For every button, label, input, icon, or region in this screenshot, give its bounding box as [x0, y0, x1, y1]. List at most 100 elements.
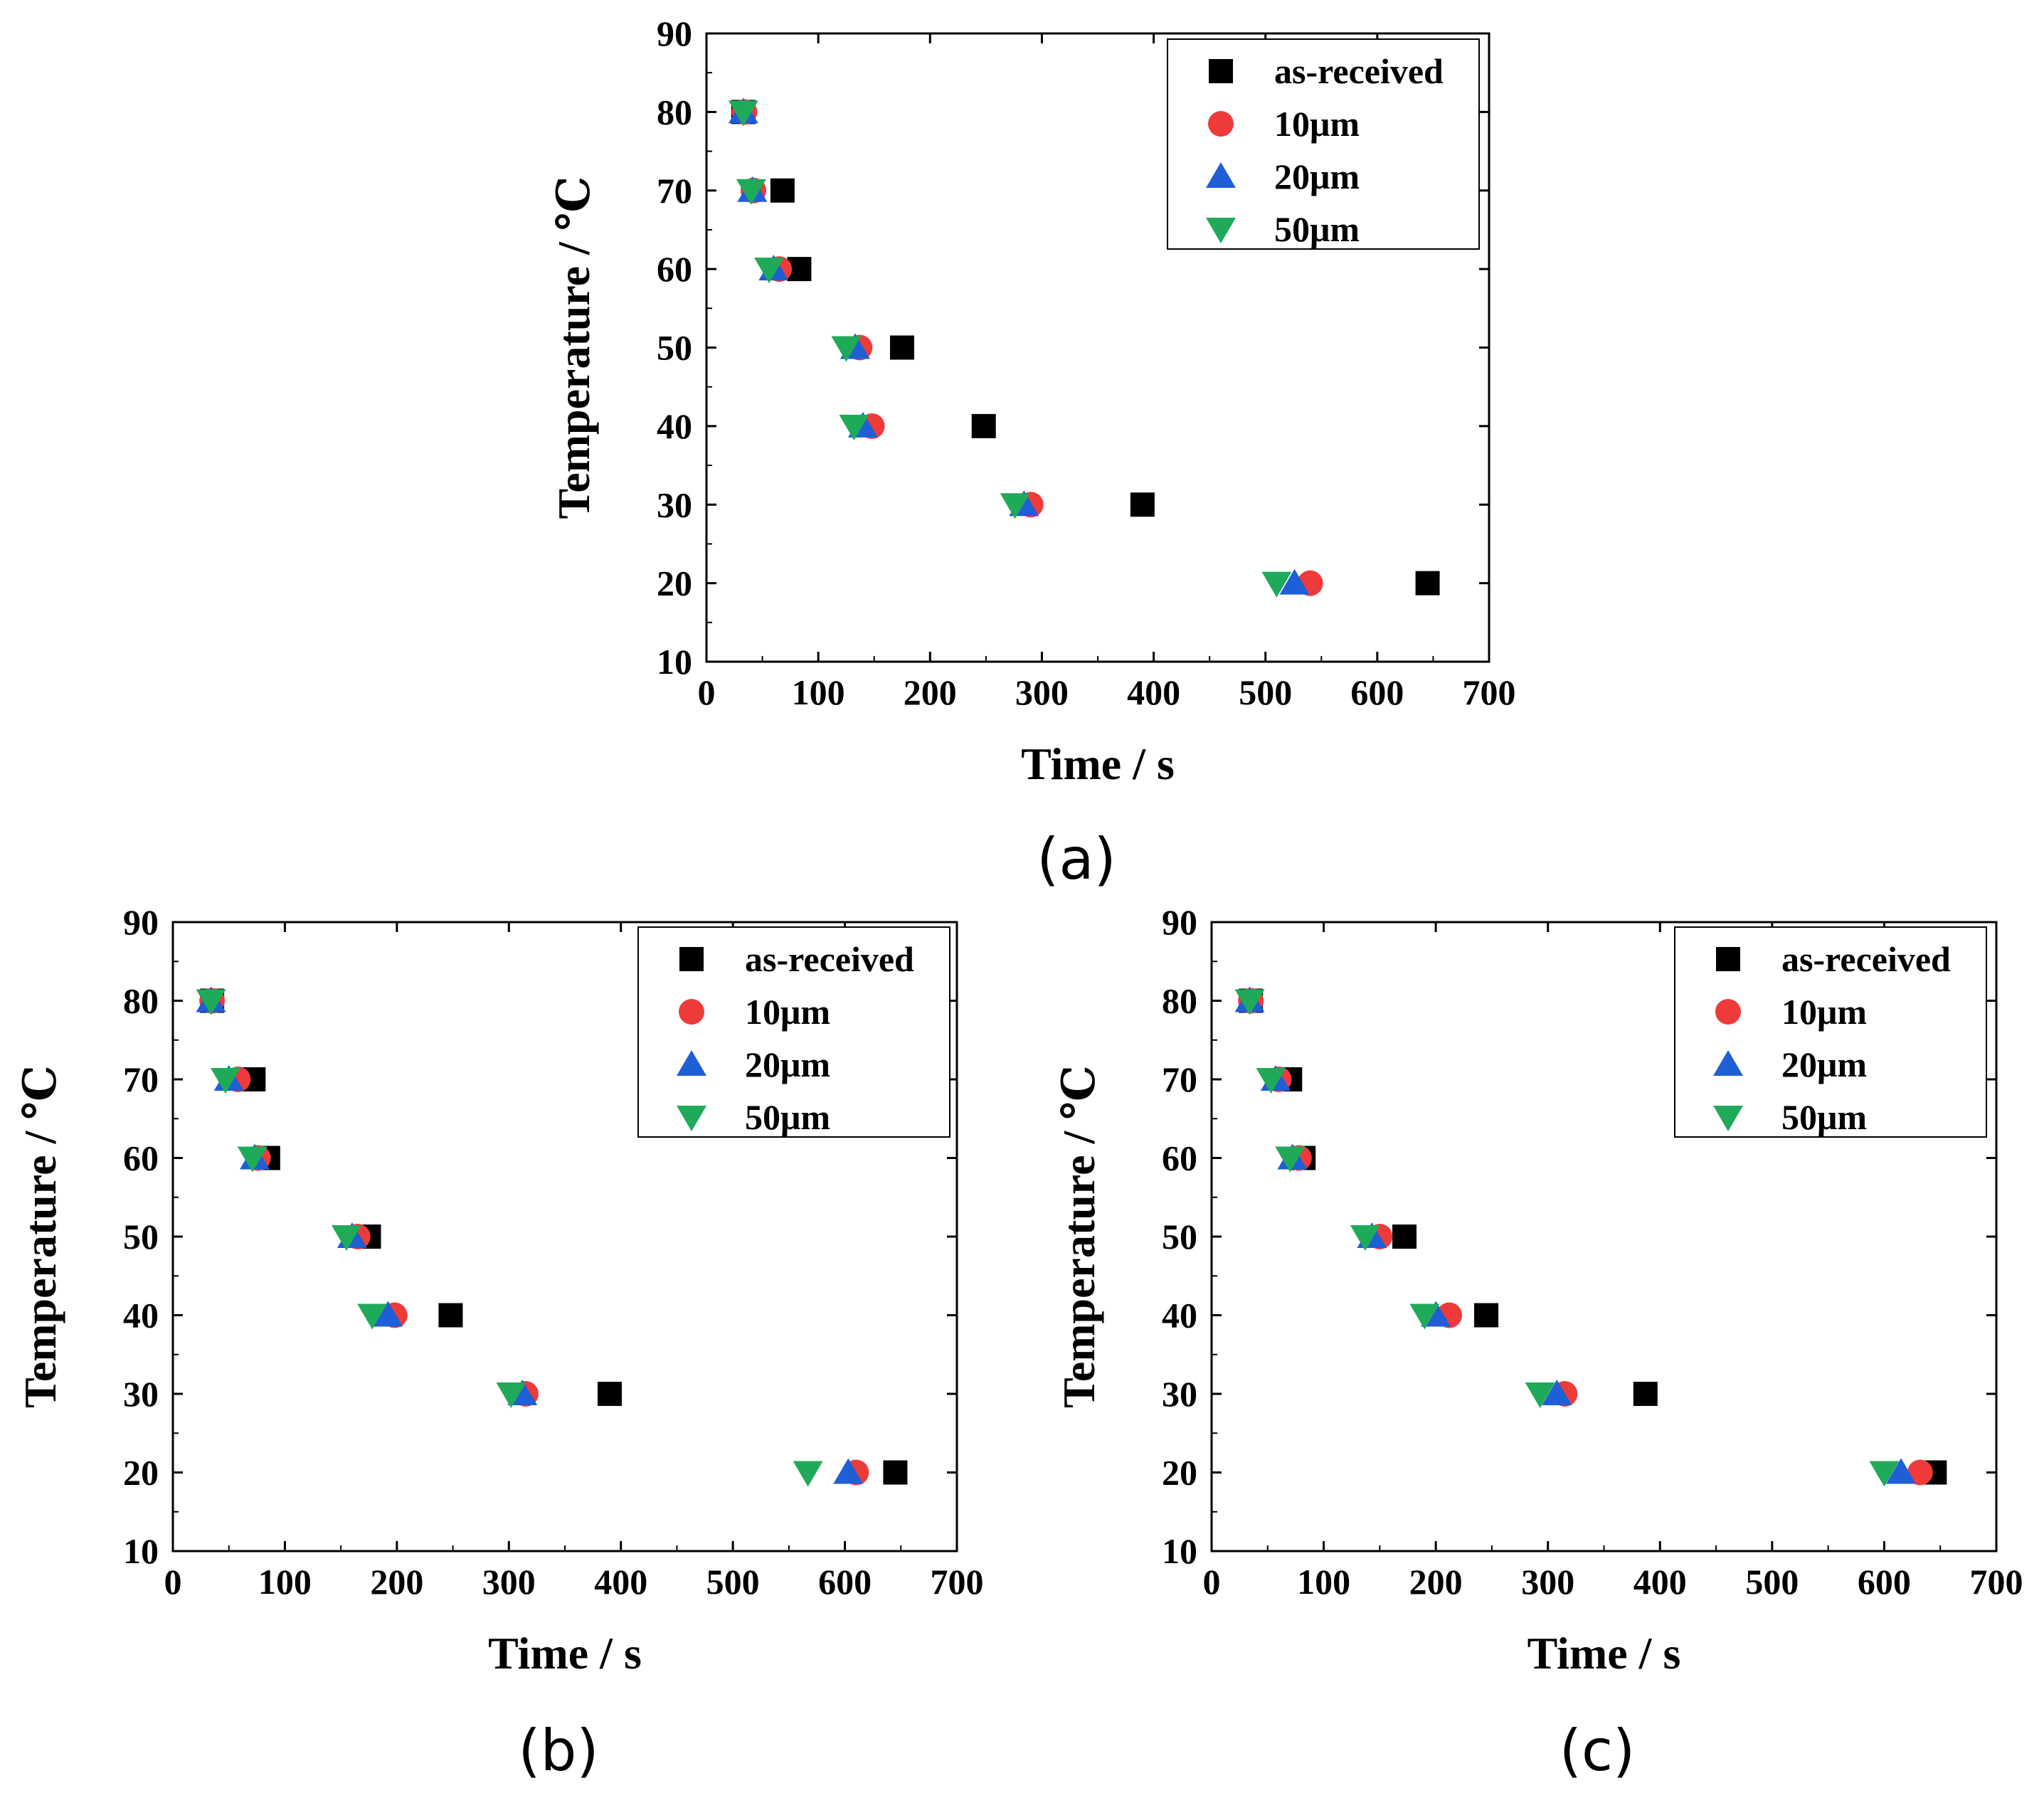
y-tick-label: 70 [1162, 1059, 1197, 1099]
data-point-triangle-down [210, 1068, 240, 1094]
data-point-triangle-down [332, 1225, 362, 1251]
data-point-triangle-down [831, 336, 862, 362]
y-tick-label: 80 [123, 981, 159, 1021]
y-tick-label: 20 [123, 1453, 159, 1493]
x-tick-label: 700 [1463, 672, 1516, 712]
y-tick-label: 10 [123, 1531, 159, 1571]
data-point-triangle-down [754, 258, 784, 284]
data-point-triangle-down [496, 1382, 526, 1408]
data-point-triangle-down [1869, 1461, 1900, 1487]
y-axis-title: Temperature / ℃ [549, 176, 599, 519]
legend-marker-triangle-up [1206, 162, 1236, 188]
x-tick-label: 100 [1297, 1562, 1350, 1602]
x-tick-label: 300 [1015, 672, 1069, 712]
data-point-triangle-up [1279, 568, 1310, 595]
legend-label: 10μm [745, 992, 830, 1032]
data-point-triangle-down [1256, 1068, 1286, 1094]
data-point-triangle-down [728, 100, 758, 127]
legend-label: 10μm [1274, 104, 1360, 144]
x-tick-label: 600 [1350, 672, 1404, 712]
data-point-triangle-up [833, 1458, 864, 1484]
data-point-square [1130, 492, 1155, 517]
legend-marker-triangle-down [677, 1106, 706, 1131]
legend: as-received 10μm 20μm 50μm [1167, 38, 1480, 250]
chart-panel-1: 0 100 200 300 400 500 600 700 10 20 30 40 50 60 70 80 90… [549, 14, 1516, 892]
x-tick-label: 400 [1633, 1562, 1687, 1602]
data-point-triangle-up [373, 1301, 403, 1327]
legend-marker-square [1716, 947, 1740, 971]
panel-caption: (b) [518, 1718, 598, 1784]
chart-panel-2: 0 100 200 300 400 500 600 700 10 20 30 40 50 60 70 80 90… [15, 902, 984, 1784]
data-point-triangle-down [839, 414, 869, 440]
x-tick-label: 700 [931, 1562, 984, 1602]
data-point-triangle-down [196, 989, 226, 1015]
legend: as-received 10μm 20μm 50μm [637, 926, 950, 1138]
y-tick-label: 30 [123, 1374, 159, 1414]
legend-label: 50μm [1274, 209, 1360, 249]
data-point-triangle-down [1275, 1146, 1306, 1173]
x-axis-title: Time / s [488, 1628, 642, 1678]
data-point-circle [1907, 1459, 1933, 1486]
data-point-square [883, 1460, 908, 1485]
y-tick-label: 40 [123, 1296, 159, 1336]
legend-label: as-received [1274, 51, 1444, 91]
data-point-square [890, 335, 914, 360]
y-axis-title: Temperature / ℃ [15, 1065, 65, 1408]
data-point-square [1392, 1225, 1417, 1249]
y-axis-title: Temperature / ℃ [1054, 1065, 1104, 1408]
data-point-triangle-down [1350, 1225, 1380, 1251]
legend-label: as-received [745, 939, 914, 979]
legend-marker-square [1209, 59, 1233, 83]
data-point-triangle-down [1261, 571, 1292, 598]
legend-marker-triangle-up [677, 1050, 706, 1076]
data-point-square [971, 413, 996, 438]
panel-caption: (a) [1037, 826, 1116, 892]
data-point-triangle-down [1000, 493, 1030, 519]
legend-label: 20μm [1274, 157, 1360, 196]
series-triangle-down [1234, 989, 1900, 1487]
x-tick-label: 200 [904, 672, 957, 712]
y-tick-label: 90 [123, 902, 159, 942]
y-tick-label: 30 [1162, 1374, 1197, 1414]
data-point-triangle-down [1525, 1382, 1555, 1408]
data-point-triangle-up [1886, 1458, 1917, 1484]
legend-marker-triangle-down [1713, 1106, 1743, 1131]
data-point-triangle-down [736, 179, 766, 205]
x-tick-label: 0 [698, 672, 716, 712]
x-tick-label: 500 [1239, 672, 1292, 712]
y-tick-label: 60 [657, 249, 692, 289]
legend-label: 10μm [1781, 992, 1867, 1032]
data-point-triangle-up [1542, 1380, 1572, 1405]
chart-panel-3: 0 100 200 300 400 500 600 700 10 20 30 40 50 60 70 80 90… [1054, 902, 2023, 1784]
legend-marker-circle [1715, 999, 1741, 1025]
x-tick-label: 0 [164, 1562, 182, 1602]
y-tick-label: 10 [1162, 1531, 1197, 1571]
legend-marker-triangle-down [1206, 218, 1236, 243]
x-tick-label: 500 [706, 1562, 760, 1602]
data-point-square [1415, 571, 1440, 596]
x-tick-label: 100 [258, 1562, 312, 1602]
y-tick-label: 90 [657, 14, 692, 53]
data-point-triangle-down [357, 1303, 388, 1330]
x-tick-label: 200 [370, 1562, 423, 1602]
data-point-triangle-down [1409, 1303, 1440, 1330]
legend-marker-circle [1208, 111, 1234, 137]
data-point-square [597, 1382, 622, 1406]
y-tick-label: 20 [657, 564, 692, 603]
data-point-square [770, 178, 795, 203]
data-point-triangle-down [237, 1146, 268, 1173]
x-tick-label: 700 [1970, 1562, 2023, 1602]
x-tick-label: 100 [792, 672, 845, 712]
y-tick-label: 90 [1162, 902, 1197, 942]
x-tick-label: 300 [1521, 1562, 1574, 1602]
legend-label: 50μm [1781, 1097, 1867, 1137]
data-point-triangle-down [1234, 989, 1265, 1015]
y-tick-label: 70 [657, 171, 692, 211]
y-tick-label: 70 [123, 1059, 159, 1099]
y-tick-label: 50 [123, 1217, 159, 1257]
y-tick-label: 80 [657, 92, 692, 132]
x-tick-label: 400 [1127, 672, 1180, 712]
x-tick-label: 200 [1409, 1562, 1463, 1602]
data-point-square [1633, 1382, 1658, 1406]
y-tick-label: 40 [657, 406, 692, 446]
